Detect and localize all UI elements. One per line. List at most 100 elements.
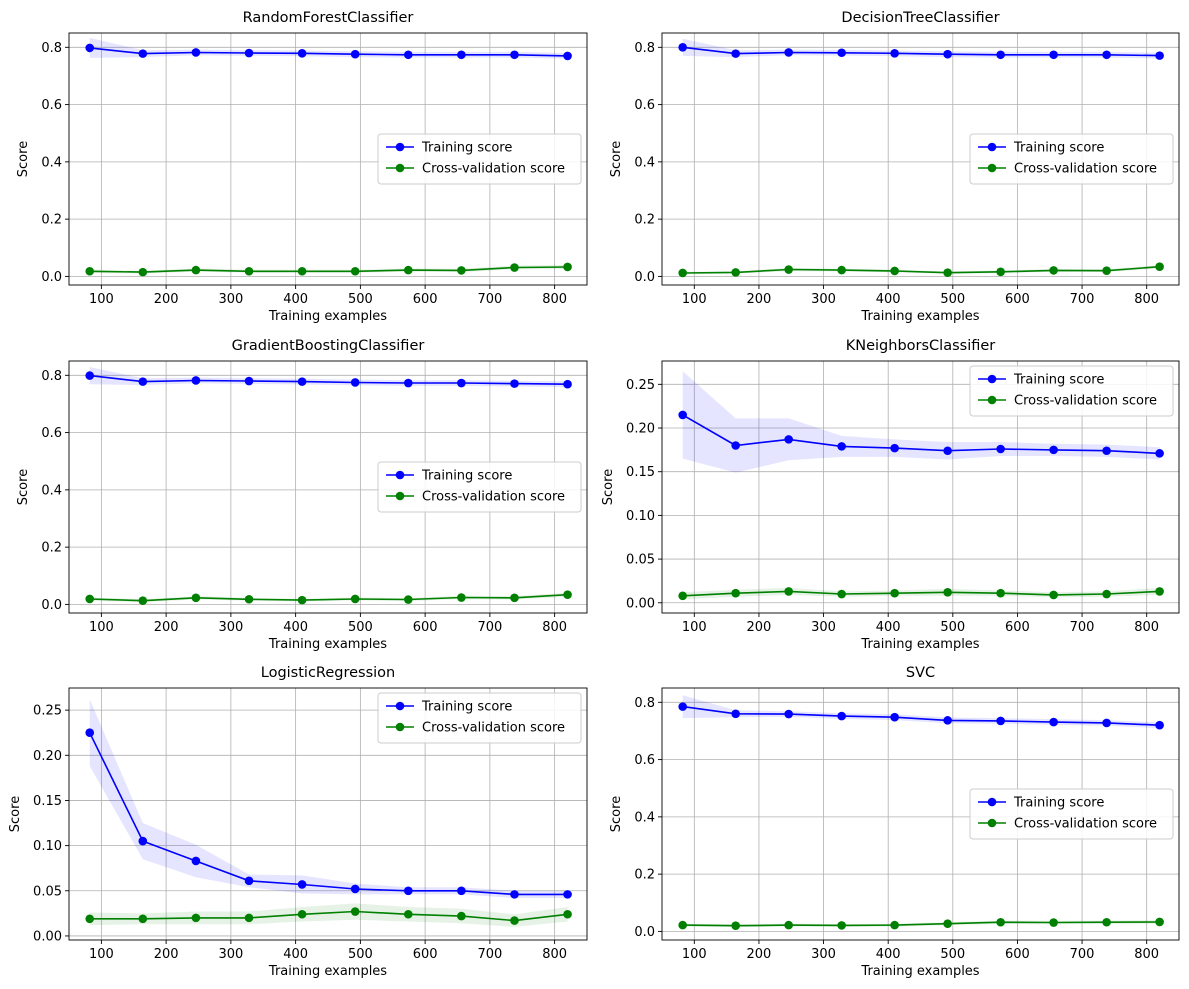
training-score-point (403, 50, 413, 60)
training-score-point (678, 702, 687, 711)
cv-score-point (1049, 918, 1058, 927)
x-tick-label: 400 (876, 292, 901, 307)
training-score-point (191, 856, 201, 866)
cv-score-point (403, 265, 413, 275)
axes-frame (661, 32, 1180, 286)
training-score-point (244, 48, 254, 58)
cv-score-point (510, 263, 519, 272)
legend-training-marker (395, 701, 405, 711)
y-tick-label: 0.8 (41, 369, 62, 384)
y-tick-label: 0.6 (634, 98, 655, 113)
training-score-point (350, 378, 360, 387)
training-score-point (1049, 445, 1058, 455)
cv-score-point (457, 911, 466, 921)
training-score-point (457, 886, 466, 896)
y-tick-label: 0.8 (41, 41, 62, 56)
training-score-point (85, 43, 95, 53)
legend-cv-marker (395, 163, 405, 173)
y-tick-label: 0.2 (41, 541, 62, 556)
x-tick-label: 500 (940, 292, 965, 307)
x-tick-label: 600 (413, 947, 438, 962)
y-axis-label: Score (16, 141, 31, 177)
cv-score-point (510, 916, 519, 925)
x-tick-label: 800 (1134, 947, 1159, 962)
cv-score-point (403, 595, 413, 604)
training-score-point (297, 880, 307, 889)
y-tick-label: 0.4 (634, 810, 655, 825)
x-tick-label: 100 (682, 620, 707, 635)
y-tick-label: 0.2 (634, 213, 655, 228)
x-tick-label: 500 (348, 947, 373, 962)
training-score-point (510, 890, 519, 899)
y-tick-label: 0.2 (634, 868, 655, 883)
training-score-point (297, 377, 307, 386)
cv-score-point (731, 921, 740, 930)
training-score-point (1155, 720, 1164, 730)
training-score-band (682, 371, 1160, 473)
y-tick-label: 0.4 (634, 155, 655, 170)
x-tick-label: 500 (348, 620, 373, 635)
training-score-point (784, 435, 793, 444)
legend-box (377, 461, 582, 513)
y-tick-label: 0.20 (33, 749, 62, 764)
cv-score-point (1049, 590, 1058, 600)
y-tick-label: 0.0 (41, 598, 62, 613)
cv-score-band (682, 265, 1160, 275)
training-score-point (350, 884, 360, 894)
training-score-point (191, 48, 201, 57)
legend-cv-marker (395, 722, 405, 732)
training-score-point (457, 378, 466, 388)
cv-score-point (1102, 266, 1111, 275)
training-score-point (457, 50, 466, 60)
training-score-point (731, 441, 740, 450)
cv-score-point (1155, 917, 1164, 927)
axes-frame (68, 360, 588, 614)
training-score-point (1155, 449, 1164, 458)
x-tick-label: 700 (1070, 620, 1095, 635)
x-tick-label: 500 (940, 620, 965, 635)
x-tick-label: 600 (413, 620, 438, 635)
cv-score-line (682, 590, 1160, 597)
legend-box (969, 365, 1174, 417)
legend-training-marker (395, 142, 405, 152)
x-tick-label: 400 (283, 620, 308, 635)
x-axis-label: Training examples (268, 309, 387, 324)
x-tick-label: 100 (89, 620, 114, 635)
cv-score-point (678, 268, 687, 278)
x-tick-label: 800 (542, 620, 567, 635)
x-tick-label: 500 (348, 292, 373, 307)
training-score-point (890, 443, 899, 453)
training-score-point (191, 376, 201, 385)
x-tick-label: 200 (154, 620, 179, 635)
chart-title: GradientBoostingClassifier (232, 338, 425, 354)
cv-score-point (350, 266, 360, 276)
training-score-point (996, 716, 1005, 726)
legend-box (969, 133, 1174, 185)
cv-score-point (996, 917, 1005, 927)
training-score-point (510, 379, 519, 388)
x-axis-label: Training examples (268, 637, 387, 652)
training-score-point (244, 376, 254, 386)
cv-score-point (731, 268, 740, 277)
training-score-point (996, 444, 1005, 454)
y-tick-label: 0.6 (41, 426, 62, 441)
y-tick-label: 0.4 (41, 483, 62, 498)
cv-score-point (138, 267, 148, 277)
x-tick-label: 800 (542, 947, 567, 962)
legend: Training score Cross-validation score (377, 461, 582, 513)
y-tick-label: 0.0 (41, 270, 62, 285)
y-tick-label: 0.00 (626, 596, 655, 611)
legend-cv-marker (987, 818, 997, 828)
training-score-band (682, 695, 1160, 729)
training-score-point (784, 709, 793, 719)
cv-score-point (784, 920, 793, 930)
cv-score-point (996, 588, 1005, 598)
x-axis-label: Training examples (860, 964, 979, 979)
subplot-2: 100 200 300 400 500 600 700 800 0.0 0.2 0.4 0.6 0.8 D… (609, 10, 1180, 324)
x-tick-label: 600 (1005, 292, 1030, 307)
legend-cv-label: Cross-validation score (422, 721, 565, 736)
cv-score-point (563, 590, 572, 599)
cv-score-band (89, 265, 568, 274)
training-score-point (678, 43, 687, 52)
y-tick-label: 0.05 (33, 884, 62, 899)
